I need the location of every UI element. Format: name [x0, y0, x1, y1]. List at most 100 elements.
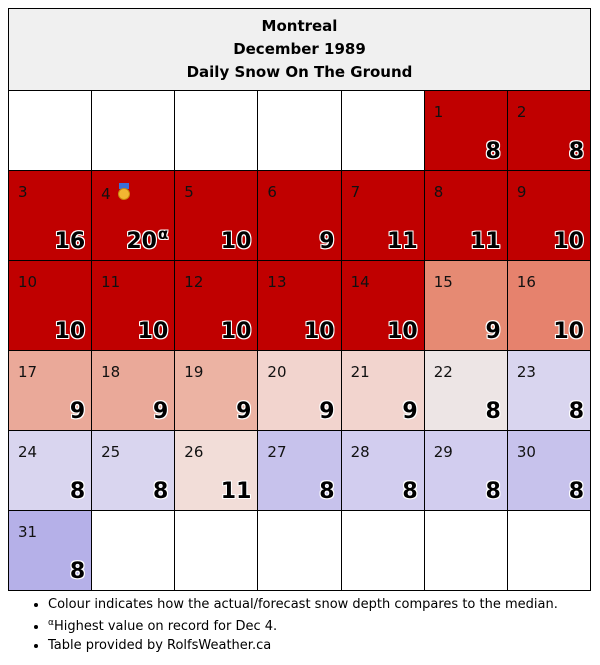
day-number: 17: [18, 363, 37, 381]
snow-depth-number: 9: [402, 399, 418, 424]
day-number-text: 19: [184, 363, 204, 381]
record-marker: α: [48, 618, 54, 628]
snow-depth-value: 10: [221, 229, 252, 254]
snow-depth-value: 9: [319, 229, 334, 254]
day-cell: 17 9: [7, 350, 93, 431]
snow-depth-value: 9: [70, 399, 85, 424]
snow-depth-number: 9: [485, 319, 501, 344]
snow-depth-number: 10: [54, 319, 86, 344]
week-row: 17 9 18 9 19 9 20 9 21 9 22 8 23 8: [7, 350, 592, 431]
day-number: 30: [517, 443, 536, 461]
day-number: 26: [184, 443, 203, 461]
day-cell: 5 10: [174, 170, 259, 261]
day-number-text: 13: [267, 273, 287, 291]
day-number-text: 7: [350, 183, 361, 201]
snow-depth-value: 9: [153, 399, 168, 424]
week-row: 10 10 11 10 12 10 13 10 14 10 15 9 16 10: [7, 260, 592, 351]
day-number: 11: [101, 273, 120, 291]
empty-cell: [257, 510, 342, 591]
snow-depth-number: 20: [126, 229, 157, 254]
day-number-text: 11: [101, 273, 121, 291]
snow-depth-value: 10: [304, 319, 335, 344]
colour-note: Colour indicates how the actual/forecast…: [48, 595, 558, 614]
day-cell: 10 10: [7, 260, 93, 351]
day-number: 16: [517, 273, 536, 291]
day-number: 4: [101, 183, 132, 203]
snow-depth-number: 8: [568, 399, 584, 424]
day-number: 1: [434, 103, 444, 121]
day-cell: 30 8: [506, 430, 592, 511]
snow-depth-value: 9: [402, 399, 417, 424]
snow-depth-number: 8: [319, 479, 335, 504]
snow-depth-number: 10: [220, 229, 252, 254]
table-title: Daily Snow On The Ground: [186, 63, 413, 81]
day-number-text: 26: [184, 443, 204, 461]
day-cell: 8 11: [423, 170, 508, 261]
snow-depth-value: 20α: [126, 225, 168, 254]
day-number-text: 12: [184, 273, 204, 291]
day-number-text: 28: [350, 443, 370, 461]
snow-depth-value: 8: [569, 399, 584, 424]
day-cell: 14 10: [340, 260, 425, 351]
snow-depth-value: 10: [553, 319, 584, 344]
day-number-text: 4: [101, 185, 111, 203]
snow-depth-value: 8: [70, 559, 85, 584]
day-cell: 11 10: [91, 260, 176, 351]
day-number: 19: [184, 363, 203, 381]
month-year: December 1989: [233, 40, 366, 58]
snow-depth-number: 11: [220, 479, 252, 504]
day-number: 29: [434, 443, 453, 461]
snow-depth-value: 8: [486, 139, 501, 164]
empty-cell: [423, 510, 508, 591]
day-number-text: 23: [516, 363, 536, 381]
snow-depth-value: 8: [569, 139, 584, 164]
day-number: 24: [18, 443, 37, 461]
day-number-text: 2: [516, 103, 527, 121]
empty-cell: [257, 90, 342, 171]
week-row: 31 8: [7, 510, 592, 591]
snow-depth-number: 9: [236, 399, 252, 424]
snow-depth-value: 10: [221, 319, 252, 344]
snow-depth-value: 16: [55, 229, 86, 254]
day-number-text: 22: [433, 363, 453, 381]
day-number-text: 25: [101, 443, 121, 461]
day-cell: 21 9: [340, 350, 425, 431]
day-cell: 26 11: [174, 430, 259, 511]
day-number-text: 30: [516, 443, 536, 461]
snow-depth-value: 8: [402, 479, 417, 504]
snow-calendar: Montreal December 1989 Daily Snow On The…: [7, 8, 592, 591]
day-cell: 25 8: [91, 430, 176, 511]
credit-note: Table provided by RolfsWeather.ca: [48, 636, 558, 655]
empty-cell: [91, 90, 176, 171]
empty-cell: [7, 90, 93, 171]
day-number: 14: [351, 273, 370, 291]
day-number: 13: [267, 273, 286, 291]
day-cell: 7 11: [340, 170, 425, 261]
week-row: 3 16 4 20α 5 10 6 9 7 11 8 11 9 10: [7, 170, 592, 261]
snow-depth-number: 9: [69, 399, 86, 424]
day-number: 5: [184, 183, 194, 201]
day-cell: 13 10: [257, 260, 342, 351]
snow-depth-number: 8: [69, 559, 86, 584]
calendar-header: Montreal December 1989 Daily Snow On The…: [8, 8, 591, 91]
day-number-text: 15: [433, 273, 453, 291]
snow-depth-number: 16: [54, 229, 86, 254]
day-cell: 27 8: [257, 430, 342, 511]
footnotes: Colour indicates how the actual/forecast…: [30, 595, 558, 655]
day-number-text: 29: [433, 443, 453, 461]
snow-depth-value: 9: [236, 399, 251, 424]
day-number: 22: [434, 363, 453, 381]
day-cell: 31 8: [7, 510, 93, 591]
snow-depth-number: 8: [568, 139, 584, 164]
day-number: 2: [517, 103, 527, 121]
empty-cell: [174, 90, 259, 171]
snow-depth-number: 9: [319, 399, 335, 424]
day-number: 12: [184, 273, 203, 291]
snow-depth-number: 11: [470, 229, 501, 254]
snow-depth-value: 10: [553, 229, 584, 254]
day-number: 18: [101, 363, 120, 381]
snow-depth-value: 11: [387, 229, 418, 254]
snow-depth-value: 8: [486, 479, 501, 504]
